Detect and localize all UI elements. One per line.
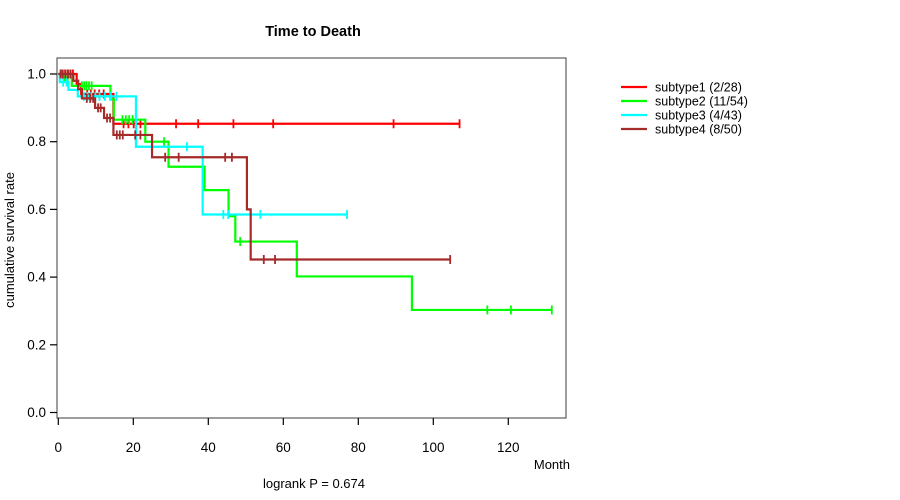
legend-label-subtype4: subtype4 (8/50) bbox=[655, 123, 742, 137]
y-axis-tick-label: 1.0 bbox=[27, 67, 46, 82]
survival-curve-subtype1 bbox=[58, 72, 460, 125]
y-axis-tick-label: 0.6 bbox=[27, 202, 46, 217]
chart-title: Time to Death bbox=[265, 24, 361, 40]
x-axis-tick-label: 120 bbox=[497, 440, 520, 455]
logrank-p-label: logrank P = 0.674 bbox=[263, 476, 365, 491]
y-axis-tick-label: 0.8 bbox=[27, 134, 46, 149]
x-axis-tick-label: 0 bbox=[55, 440, 63, 455]
survival-curve-subtype4 bbox=[58, 72, 451, 261]
y-axis-tick-label: 0.0 bbox=[27, 405, 46, 420]
x-axis-label: Month bbox=[534, 457, 570, 472]
x-axis-tick-label: 20 bbox=[126, 440, 141, 455]
y-axis-label: cumulative survival rate bbox=[2, 172, 17, 308]
legend-label-subtype3: subtype3 (4/43) bbox=[655, 109, 742, 123]
x-axis-tick-label: 80 bbox=[351, 440, 366, 455]
legend-label-subtype2: subtype2 (11/54) bbox=[655, 95, 748, 109]
x-axis-tick-label: 60 bbox=[276, 440, 291, 455]
survival-curve-subtype2 bbox=[58, 72, 552, 312]
x-axis-tick-label: 100 bbox=[422, 440, 445, 455]
y-axis-tick-label: 0.2 bbox=[27, 337, 46, 352]
survival-curve-subtype3 bbox=[58, 72, 348, 216]
plot-box bbox=[56, 57, 567, 419]
x-axis-tick-label: 40 bbox=[201, 440, 216, 455]
legend-label-subtype1: subtype1 (2/28) bbox=[655, 81, 742, 95]
y-axis-tick-label: 0.4 bbox=[27, 270, 46, 285]
